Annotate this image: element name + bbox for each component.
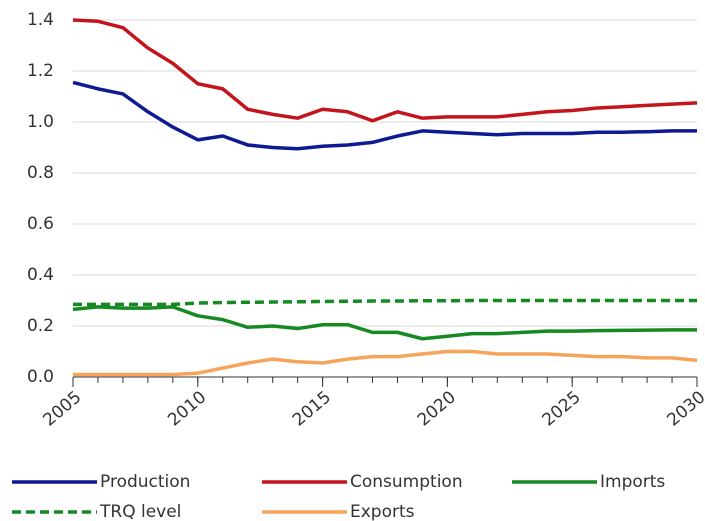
y-tick-label: 1.0	[27, 112, 54, 132]
y-tick-label: 1.2	[27, 61, 54, 81]
x-tick-label: 2020	[414, 387, 460, 430]
legend-label: Exports	[350, 502, 415, 521]
legend-label: Production	[100, 472, 190, 492]
legend-label: TRQ level	[99, 502, 181, 521]
x-tick-label: 2005	[39, 387, 85, 430]
series-line	[73, 298, 697, 307]
y-tick-label: 0.0	[27, 367, 54, 387]
x-tick-label: 2025	[539, 387, 585, 430]
y-tick-label: 0.6	[27, 214, 54, 234]
x-tick-label: 2010	[164, 387, 210, 430]
y-tick-label: 0.2	[27, 316, 54, 336]
y-tick-label: 0.4	[27, 265, 54, 285]
y-tick-label: 0.8	[27, 163, 54, 183]
series-line	[72, 18, 698, 123]
x-tick-label: 2015	[289, 387, 335, 430]
series-line	[73, 349, 698, 377]
y-tick-label: 1.4	[27, 10, 54, 30]
legend-label: Consumption	[350, 472, 463, 492]
legend-label: Imports	[600, 472, 665, 492]
series-line	[72, 305, 697, 341]
x-tick-label: 2030	[663, 387, 705, 430]
series-line	[72, 80, 697, 151]
